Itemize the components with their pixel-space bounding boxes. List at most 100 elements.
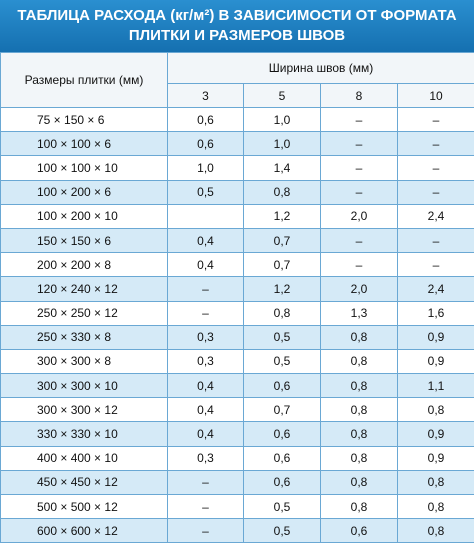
column-header: 8 — [320, 83, 398, 108]
tile-size: 300 × 300 × 8 — [0, 348, 168, 375]
cell: – — [396, 227, 474, 254]
tile-size: 100 × 100 × 10 — [0, 155, 168, 181]
cell: 0,5 — [243, 348, 321, 375]
cell: 0,8 — [243, 179, 321, 205]
cell: 0,8 — [396, 397, 474, 423]
tile-size: 250 × 330 × 8 — [0, 324, 168, 350]
cell: 1,6 — [396, 300, 474, 326]
tile-size: 200 × 200 × 8 — [0, 252, 168, 278]
cell: 0,8 — [320, 397, 398, 423]
tile-size: 330 × 330 × 10 — [0, 421, 168, 447]
table-row: 100 × 200 × 10 1,2 2,0 2,4 — [0, 203, 474, 229]
cell: 1,0 — [167, 155, 244, 181]
cell: 2,0 — [320, 203, 398, 229]
cell: 0,6 — [167, 131, 244, 157]
cell: 0,6 — [243, 445, 321, 471]
table-row: 600 × 600 × 12–0,5 0,6 0,8 — [0, 518, 474, 544]
cell: – — [167, 469, 244, 496]
title-band: ТАБЛИЦА РАСХОДА (кг/м²) В ЗАВИСИМОСТИ ОТ… — [0, 0, 474, 52]
table-row: 400 × 400 × 10 0,3 0,6 0,8 0,9 — [0, 445, 474, 471]
cell: 0,3 — [167, 445, 244, 471]
cell: 2,4 — [396, 203, 474, 229]
table-row: 100 × 100 × 10 1,0 1,4– – — [0, 155, 474, 181]
cell: – — [320, 155, 398, 181]
table-row: 100 × 200 × 6 0,5 0,8– – — [0, 179, 474, 205]
cell: 0,4 — [167, 252, 244, 278]
cell: 0,8 — [320, 469, 398, 496]
cell: 2,0 — [320, 276, 398, 302]
tile-size: 100 × 200 × 6 — [0, 179, 168, 205]
tile-size: 75 × 150 × 6 — [0, 106, 168, 133]
cell: 0,7 — [243, 397, 321, 423]
table-row: 200 × 200 × 8 0,4 0,7– – — [0, 252, 474, 278]
cell: – — [320, 131, 398, 157]
table-row: 300 × 300 × 12 0,4 0,7 0,8 0,8 — [0, 397, 474, 423]
cell: 0,9 — [396, 324, 474, 350]
tile-size: 400 × 400 × 10 — [0, 445, 168, 471]
title-line: ПЛИТКИ И РАЗМЕРОВ ШВОВ — [128, 27, 346, 44]
cell: – — [167, 276, 244, 302]
tile-size: 250 × 250 × 12 — [0, 300, 168, 326]
tile-size: 600 × 600 × 12 — [0, 518, 168, 544]
cell: 0,8 — [396, 493, 474, 520]
cell: 0,3 — [167, 348, 244, 375]
cell: 0,5 — [167, 179, 244, 205]
cell: 0,4 — [167, 421, 244, 447]
cell: 0,8 — [396, 518, 474, 544]
tile-size: 150 × 150 × 6 — [0, 227, 168, 254]
table-row: 150 × 150 × 6 0,4 0,7– – — [0, 227, 474, 254]
cell: – — [167, 300, 244, 326]
cell: 0,4 — [167, 397, 244, 423]
table-row: 120 × 240 × 12–1,2 2,0 2,4 — [0, 276, 474, 302]
cell: – — [167, 493, 244, 520]
cell: – — [167, 518, 244, 544]
table-row: 500 × 500 × 12–0,5 0,8 0,8 — [0, 493, 474, 520]
cell: 0,8 — [396, 469, 474, 496]
cell: 0,8 — [320, 445, 398, 471]
cell — [167, 203, 244, 229]
table-row: 330 × 330 × 10 0,4 0,6 0,8 0,9 — [0, 421, 474, 447]
column-header: 3 — [167, 83, 244, 108]
table-row: 250 × 250 × 12–0,8 1,3 1,6 — [0, 300, 474, 326]
table-row: 300 × 300 × 8 0,3 0,5 0,8 0,9 — [0, 348, 474, 375]
cell: 0,6 — [320, 518, 398, 544]
cell: – — [396, 131, 474, 157]
cell: 0,3 — [167, 324, 244, 350]
cell: 0,6 — [243, 469, 321, 496]
cell: 1,0 — [243, 131, 321, 157]
cell: 0,6 — [167, 106, 244, 133]
cell: 0,8 — [320, 373, 398, 399]
cell: – — [396, 252, 474, 278]
cell: 0,6 — [243, 373, 321, 399]
cell: – — [320, 227, 398, 254]
cell: 0,8 — [243, 300, 321, 326]
cell: – — [396, 106, 474, 133]
cell: – — [320, 252, 398, 278]
column-header: 5 — [243, 83, 321, 108]
table-row: 300 × 300 × 10 0,4 0,6 0,8 1,1 — [0, 373, 474, 399]
cell: 1,2 — [243, 276, 321, 302]
table-row: 100 × 100 × 6 0,6 1,0– – — [0, 131, 474, 157]
cell: 0,4 — [167, 227, 244, 254]
group-header: Ширина швов (мм) — [166, 52, 474, 84]
cell: 1,1 — [396, 373, 474, 399]
cell: 0,7 — [243, 227, 321, 254]
cell: 1,0 — [243, 106, 321, 133]
cell: 0,6 — [243, 421, 321, 447]
cell: 0,7 — [243, 252, 321, 278]
cell: – — [396, 155, 474, 181]
cell: 0,9 — [396, 348, 474, 375]
cell: – — [396, 179, 474, 205]
column-header: 10 — [396, 83, 474, 108]
cell: – — [320, 106, 398, 133]
tile-size: 500 × 500 × 12 — [0, 493, 168, 520]
cell: 1,2 — [243, 203, 321, 229]
cell: 0,8 — [320, 493, 398, 520]
title-line: ТАБЛИЦА РАСХОДА (кг/м²) В ЗАВИСИМОСТИ ОТ… — [17, 7, 457, 24]
tile-size: 300 × 300 × 10 — [0, 373, 168, 399]
row-header: Размеры плитки (мм) — [0, 52, 168, 108]
cell: 0,9 — [396, 421, 474, 447]
tile-size: 100 × 100 × 6 — [0, 131, 168, 157]
cell: 0,9 — [396, 445, 474, 471]
